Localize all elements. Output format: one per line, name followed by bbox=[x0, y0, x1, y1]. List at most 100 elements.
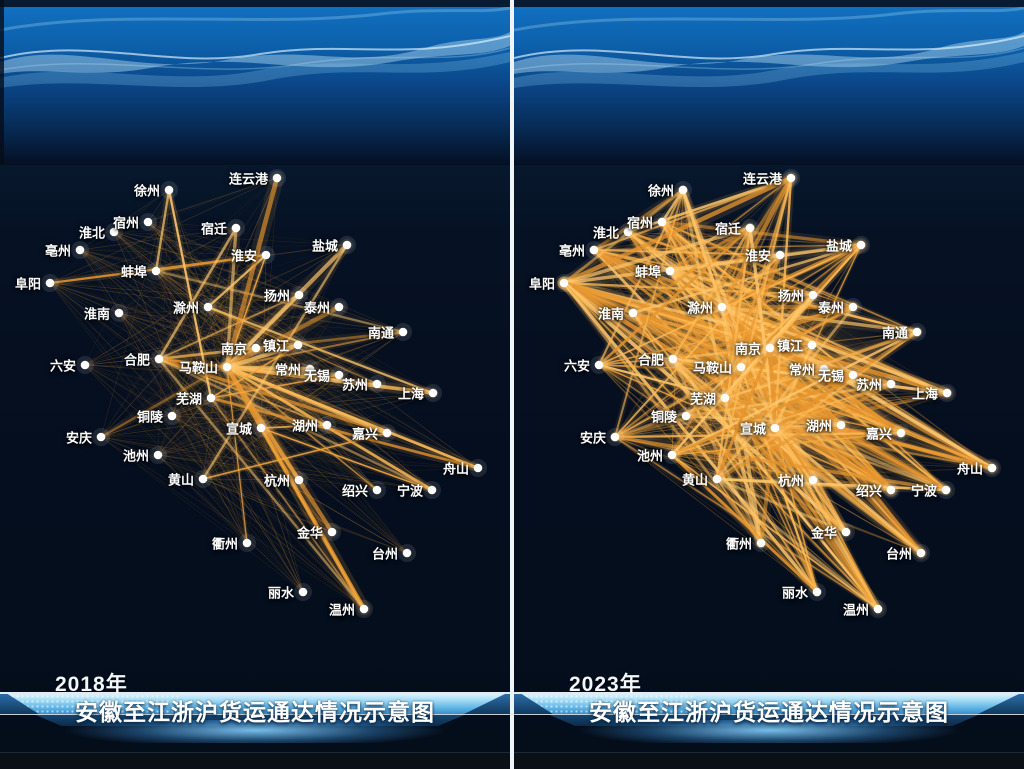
freight-link bbox=[157, 454, 365, 610]
freight-link bbox=[157, 357, 434, 492]
freight-link bbox=[207, 294, 300, 308]
freight-link bbox=[260, 427, 365, 610]
freight-link bbox=[49, 282, 365, 610]
freight-link bbox=[100, 244, 348, 438]
freight-link bbox=[113, 227, 237, 233]
city-node bbox=[856, 240, 866, 250]
city-node bbox=[678, 185, 688, 195]
city-node bbox=[382, 428, 392, 438]
freight-link bbox=[157, 177, 278, 456]
city-node bbox=[45, 278, 55, 288]
freight-link bbox=[49, 282, 340, 376]
freight-link bbox=[100, 436, 248, 544]
freight-link bbox=[685, 177, 792, 417]
freight-link bbox=[225, 365, 435, 395]
freight-link bbox=[671, 432, 902, 456]
freight-link bbox=[84, 364, 378, 491]
freight-link bbox=[158, 244, 348, 360]
city-node bbox=[372, 485, 382, 495]
freight-link bbox=[202, 424, 328, 480]
freight-link bbox=[79, 249, 333, 533]
freight-link bbox=[49, 189, 170, 284]
freight-link bbox=[772, 372, 856, 431]
freight-link bbox=[147, 221, 304, 593]
freight-link bbox=[207, 306, 304, 593]
banner-dot-texture bbox=[10, 694, 180, 714]
freight-link bbox=[155, 270, 328, 426]
city-node bbox=[886, 485, 896, 495]
freight-link bbox=[155, 270, 365, 610]
freight-link bbox=[154, 327, 408, 364]
freight-link bbox=[147, 221, 311, 370]
freight-link bbox=[157, 374, 340, 456]
freight-link bbox=[562, 281, 815, 297]
freight-link bbox=[158, 358, 248, 544]
freight-link bbox=[226, 366, 248, 544]
freight-link bbox=[671, 454, 922, 554]
banner-glow bbox=[565, 720, 973, 743]
freight-link bbox=[171, 383, 378, 417]
freight-link bbox=[773, 426, 880, 611]
freight-link bbox=[260, 427, 388, 434]
city-node bbox=[256, 423, 266, 433]
city-node bbox=[808, 290, 818, 300]
freight-link bbox=[168, 189, 228, 368]
freight-link bbox=[260, 427, 408, 554]
freight-link bbox=[157, 454, 248, 544]
freight-link bbox=[614, 347, 771, 438]
city-node bbox=[203, 302, 213, 312]
city-node bbox=[736, 362, 746, 372]
freight-link bbox=[84, 364, 408, 554]
city-node bbox=[80, 360, 90, 370]
freight-link bbox=[613, 431, 903, 439]
freight-link bbox=[562, 281, 763, 545]
city-node bbox=[942, 388, 952, 398]
freight-link bbox=[84, 364, 388, 434]
banner-glow bbox=[51, 720, 459, 743]
city-node bbox=[164, 185, 174, 195]
freight-link bbox=[224, 175, 280, 370]
freight-link bbox=[260, 392, 434, 429]
freight-link bbox=[100, 254, 267, 438]
freight-link bbox=[155, 270, 248, 544]
freight-link bbox=[773, 176, 793, 430]
freight-link bbox=[147, 221, 299, 346]
freight-link bbox=[202, 467, 479, 480]
freight-link bbox=[118, 312, 311, 370]
freight-link bbox=[614, 244, 862, 438]
freight-link bbox=[157, 454, 333, 533]
freight-link bbox=[715, 305, 855, 481]
freight-link bbox=[49, 282, 378, 491]
freight-link bbox=[113, 231, 248, 544]
freight-link bbox=[719, 175, 794, 310]
freight-link bbox=[157, 226, 238, 361]
freight-link bbox=[202, 478, 248, 544]
freight-link bbox=[171, 415, 479, 469]
freight-link bbox=[210, 397, 365, 610]
freight-link bbox=[79, 177, 278, 251]
freight-link bbox=[723, 330, 919, 400]
city-node bbox=[294, 290, 304, 300]
city-node bbox=[848, 370, 858, 380]
city-node bbox=[96, 432, 106, 442]
freight-link bbox=[210, 397, 378, 491]
banner-title: 安徽至江浙沪货运通达情况示意图 bbox=[589, 699, 949, 725]
title-banner: 安徽至江浙沪货运通达情况示意图 bbox=[0, 690, 510, 754]
freight-link bbox=[157, 330, 405, 361]
freight-link bbox=[168, 189, 204, 480]
freight-link bbox=[260, 427, 300, 481]
freight-link bbox=[202, 368, 311, 480]
freight-link bbox=[246, 427, 262, 544]
city-node bbox=[717, 302, 727, 312]
city-node bbox=[261, 250, 271, 260]
freight-link bbox=[147, 221, 267, 256]
freight-link bbox=[79, 249, 408, 554]
freight-link bbox=[739, 365, 893, 492]
freight-link bbox=[671, 226, 752, 361]
freight-link bbox=[562, 226, 752, 285]
city-node bbox=[251, 343, 261, 353]
freight-link bbox=[167, 188, 213, 400]
freight-link bbox=[226, 254, 267, 368]
freight-link bbox=[155, 355, 436, 494]
freight-link bbox=[113, 231, 434, 394]
